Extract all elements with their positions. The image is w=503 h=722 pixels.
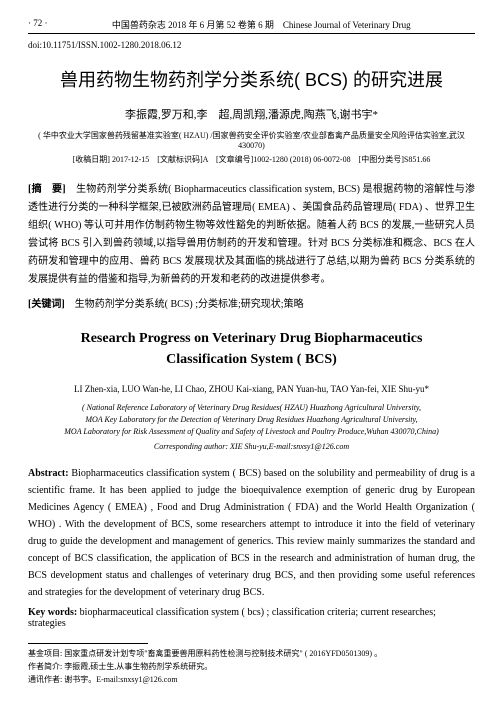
keywords-label-en: Key words: [28, 607, 77, 618]
authors-chinese: 李振霞,罗万和,李 超,周凯翔,潘源虎,陶燕飞,谢书宇* [28, 106, 475, 122]
affiliation-chinese: ( 华中农业大学国家兽药残留基准实验室( HZAU) /国家兽药安全评价实验室/… [28, 130, 475, 150]
keywords-label-cn: [关键词] [28, 299, 65, 310]
keywords-text-cn: 生物药剂学分类系统( BCS) ;分类标准;研究现状;策略 [65, 299, 304, 310]
abstract-chinese-block: [摘 要] 生物药剂学分类系统( Biopharmaceutics classi… [28, 181, 475, 289]
fund-info: 基金项目: 国家重点研发计划专项"畜禽重要兽用原料药性检测与控制技术研究" ( … [28, 648, 475, 661]
title-english: Research Progress on Veterinary Drug Bio… [28, 328, 475, 370]
correspond-footer: 通讯作者: 谢书宇。E-mail:snxsy1@126.com [28, 674, 475, 687]
author-intro: 作者简介: 李振霞,硕士生,从事生物药剂学系统研究。 [28, 661, 475, 674]
footer-block: 基金项目: 国家重点研发计划专项"畜禽重要兽用原料药性检测与控制技术研究" ( … [28, 648, 475, 686]
header-divider [28, 33, 475, 34]
corresponding-author: Corresponding author: XIE Shu-yu,E-mail:… [28, 442, 475, 451]
affiliation-english: ( National Reference Laboratory of Veter… [28, 402, 475, 438]
authors-english: LI Zhen-xia, LUO Wan-he, LI Chao, ZHOU K… [28, 384, 475, 394]
doi-text: doi:10.11751/ISSN.1002-1280.2018.06.12 [28, 40, 475, 50]
title-chinese: 兽用药物生物药剂学分类系统( BCS) 的研究进展 [28, 66, 475, 92]
page-header: · 72 · 中国兽药杂志 2018 年 6 月第 52 卷第 6 期 Chin… [28, 18, 475, 31]
abstract-label-cn: [摘 要] [28, 184, 66, 195]
abstract-text-cn: 生物药剂学分类系统( Biopharmaceutics classificati… [28, 184, 475, 285]
keywords-english-block: Key words: biopharmaceutical classificat… [28, 607, 475, 629]
keywords-chinese-block: [关键词] 生物药剂学分类系统( BCS) ;分类标准;研究现状;策略 [28, 295, 475, 310]
abstract-label-en: Abstract: [28, 468, 69, 479]
journal-header-center: 中国兽药杂志 2018 年 6 月第 52 卷第 6 期 Chinese Jou… [48, 18, 476, 31]
article-meta: [收稿日期] 2017-12-15 [文献标识码]A [文章编号]1002-12… [28, 154, 475, 165]
abstract-english-block: Abstract: Biopharmaceutics classificatio… [28, 465, 475, 601]
abstract-text-en: Biopharmaceutics classification system (… [28, 468, 475, 598]
keywords-text-en: biopharmaceutical classification system … [28, 607, 436, 629]
footer-divider [28, 643, 148, 644]
page-number-left: · 72 · [28, 18, 48, 31]
